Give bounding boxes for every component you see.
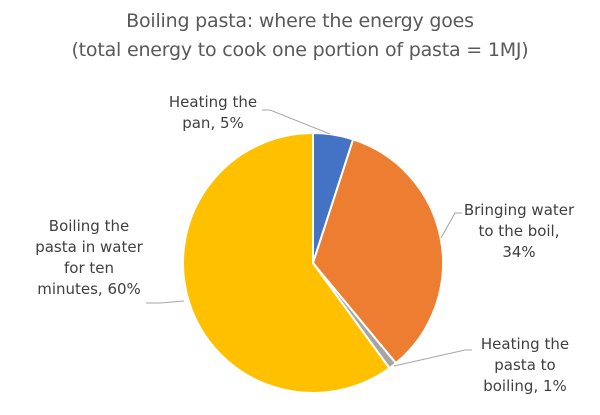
data-label-boiling-pasta: Boiling the pasta in water for ten minutes,… (24, 216, 154, 300)
pie-slices (182, 132, 444, 394)
leader-line-boiling (146, 300, 185, 304)
data-label-line: minutes, 60% (37, 280, 141, 298)
slice-bringing-water (312, 138, 444, 365)
leader-line-pan (262, 109, 331, 135)
data-label-line: to the boil, (478, 222, 560, 240)
data-label-line: Bringing water (463, 201, 575, 219)
data-label-line: Heating the (168, 93, 258, 111)
data-label-bringing-water: Bringing water to the boil, 34% (454, 200, 584, 263)
leader-line-pasta-heat (393, 349, 472, 367)
leader-line-bringing (440, 212, 462, 239)
chart-subtitle: (total energy to cook one portion of pas… (71, 39, 529, 61)
data-label-line: 34% (502, 243, 536, 261)
data-label-line: Boiling the (48, 217, 130, 235)
slice-boiling-pasta (182, 132, 391, 394)
data-label-line: pasta to (494, 356, 556, 374)
leader-lines (146, 109, 472, 367)
data-label-line: Heating the (480, 335, 570, 353)
data-label-line: for ten (63, 259, 114, 277)
data-label-line: pasta in water (35, 238, 143, 256)
data-label-line: boiling, 1% (483, 377, 567, 395)
data-label-heating-pan: Heating the pan, 5% (148, 92, 278, 134)
data-label-heating-pasta: Heating the pasta to boiling, 1% (465, 334, 585, 397)
data-label-line: pan, 5% (182, 114, 244, 132)
chart-title: Boiling pasta: where the energy goes (126, 10, 474, 32)
